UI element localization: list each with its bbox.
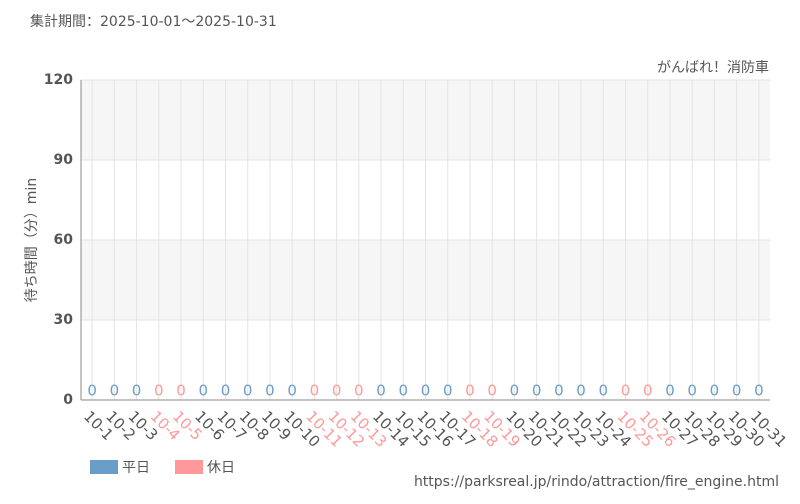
data-label: 0	[643, 382, 653, 400]
data-label: 0	[510, 382, 520, 400]
data-label: 0	[132, 382, 142, 400]
source: https://parksreal.jp/rindo/attraction/fi…	[414, 474, 779, 490]
data-label: 0	[465, 382, 475, 400]
data-label: 0	[754, 382, 764, 400]
chart-subtitle: がんばれ！消防車	[657, 59, 769, 76]
data-label: 0	[87, 382, 97, 400]
data-label: 0	[665, 382, 675, 400]
y-tick-label: 60	[54, 232, 74, 248]
legend-label: 休日	[207, 460, 235, 476]
data-label: 0	[732, 382, 742, 400]
data-label: 0	[599, 382, 609, 400]
data-label: 0	[198, 382, 208, 400]
data-label: 0	[532, 382, 542, 400]
data-label: 0	[110, 382, 120, 400]
data-label: 0	[176, 382, 186, 400]
data-label: 0	[487, 382, 497, 400]
legend-swatch	[175, 460, 203, 474]
chart-title: 集計期間：2025-10-01〜2025-10-31	[30, 13, 277, 30]
data-label: 0	[243, 382, 253, 400]
data-label: 0	[554, 382, 564, 400]
data-label: 0	[332, 382, 342, 400]
y-tick-label: 30	[54, 312, 74, 328]
data-label: 0	[265, 382, 275, 400]
y-tick-label: 120	[44, 72, 73, 88]
data-label: 0	[221, 382, 231, 400]
legend-swatch	[90, 460, 118, 474]
data-label: 0	[443, 382, 453, 400]
y-axis-label: 待ち時間（分）min	[24, 178, 40, 302]
data-label: 0	[154, 382, 164, 400]
data-label: 0	[399, 382, 409, 400]
y-tick-label: 90	[54, 152, 74, 168]
data-label: 0	[376, 382, 386, 400]
data-label: 0	[621, 382, 631, 400]
y-tick-label: 0	[63, 392, 73, 408]
data-label: 0	[354, 382, 364, 400]
data-label: 0	[310, 382, 320, 400]
data-label: 0	[576, 382, 586, 400]
data-label: 0	[287, 382, 297, 400]
legend-label: 平日	[122, 460, 150, 476]
data-label: 0	[710, 382, 720, 400]
data-label: 0	[421, 382, 431, 400]
data-label: 0	[687, 382, 697, 400]
